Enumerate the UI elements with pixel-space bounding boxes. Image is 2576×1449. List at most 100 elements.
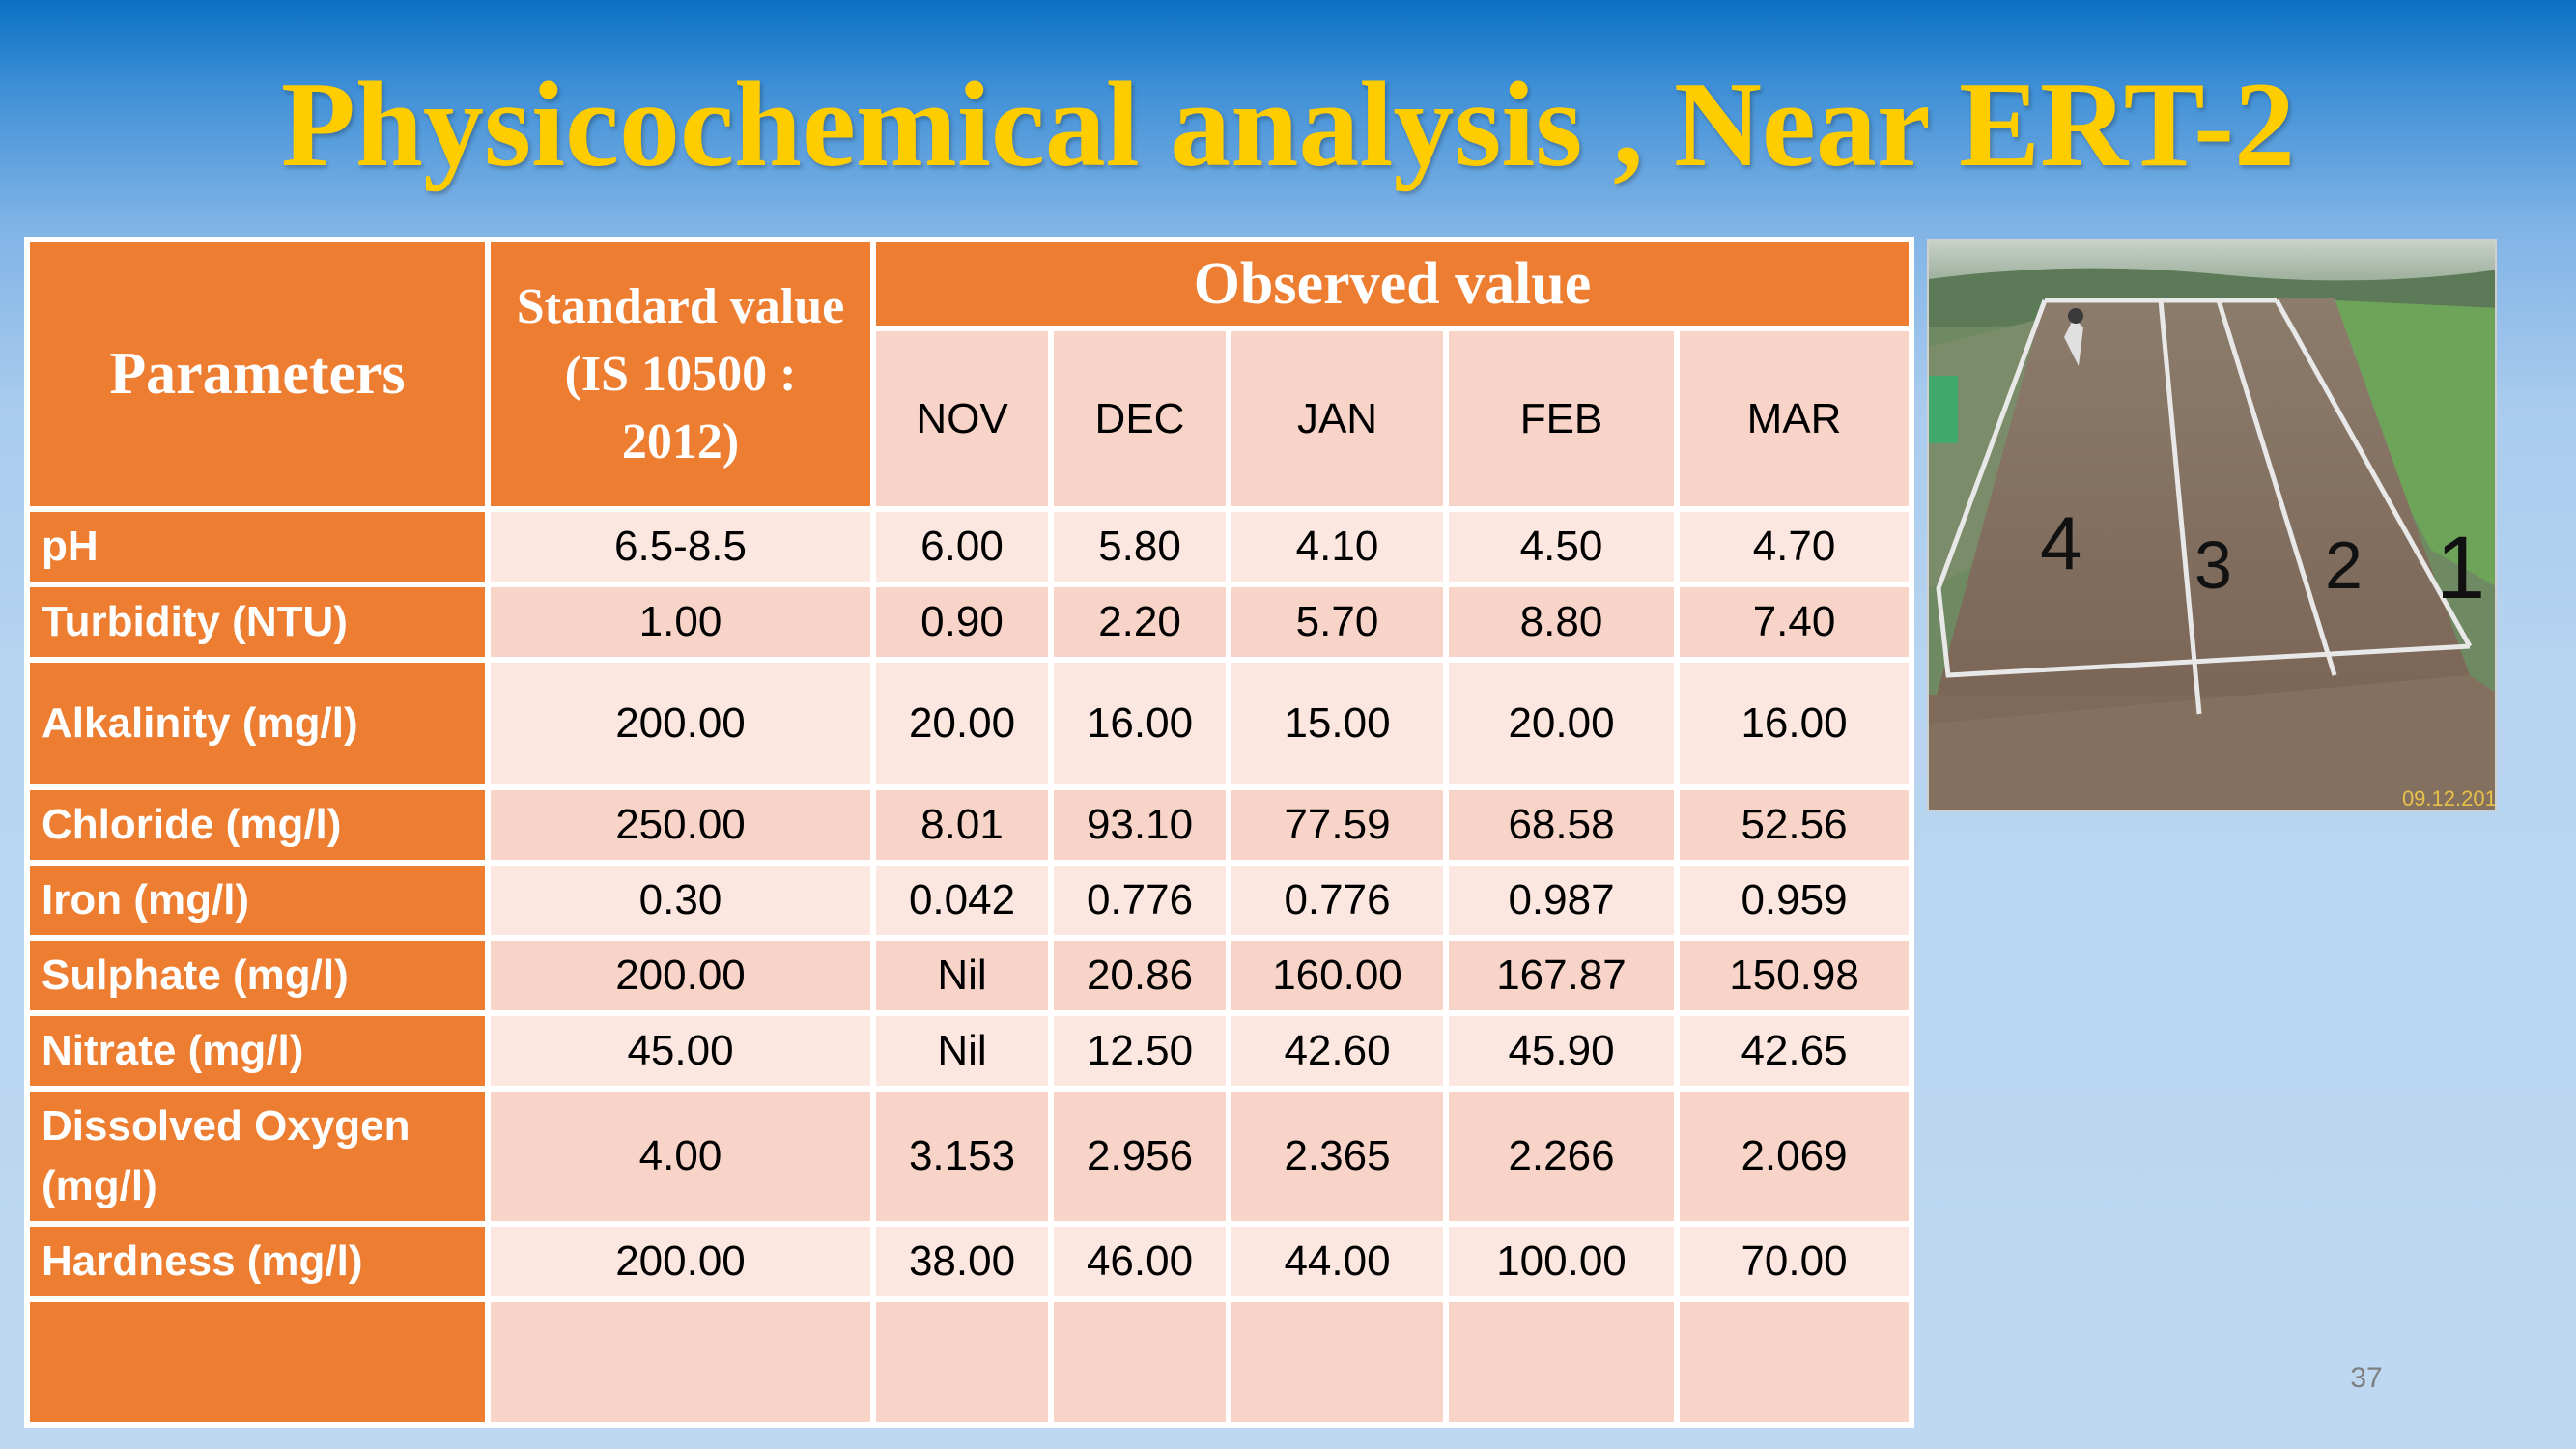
observed-value-cell-mar: 16.00 (1673, 657, 1915, 790)
table-row: pH 6.5-8.5 6.00 5.80 4.10 4.50 4.70 (24, 506, 1915, 587)
parameter-cell (24, 1296, 491, 1428)
observed-value-cell-nov: Nil (870, 935, 1054, 1016)
parameter-cell: Alkalinity (mg/l) (24, 657, 491, 790)
table-row: Iron (mg/l) 0.30 0.042 0.776 0.776 0.987 0.959 (24, 860, 1915, 941)
observed-value-cell-jan: 160.00 (1226, 935, 1449, 1016)
observed-value-cell-nov: 20.00 (870, 657, 1054, 790)
month-header-nov: NOV (870, 326, 1054, 512)
observed-value-cell-nov: 0.90 (870, 582, 1054, 663)
table-row: Nitrate (mg/l) 45.00 Nil 12.50 42.60 45.90 42.… (24, 1010, 1915, 1092)
parameter-cell: pH (24, 506, 491, 587)
photo-date-stamp: 09.12.2017 (2402, 786, 2497, 810)
observed-value-cell-feb: 2.266 (1443, 1086, 1680, 1227)
observed-value-cell-feb: 100.00 (1443, 1221, 1680, 1302)
observed-value-cell-dec: 2.20 (1048, 582, 1231, 663)
page-number: 37 (2350, 1362, 2383, 1394)
parameter-name-line: Chloride (mg/l) (42, 801, 342, 848)
table-row: Alkalinity (mg/l) 200.00 20.00 16.00 15.00 20… (24, 657, 1915, 790)
observed-value-cell-feb: 167.87 (1443, 935, 1680, 1016)
photo-plot-label-3: 3 (2194, 527, 2232, 603)
observed-value-cell-dec: 46.00 (1048, 1221, 1231, 1302)
observed-value-cell-jan: 15.00 (1226, 657, 1449, 790)
observed-value-cell-dec: 16.00 (1048, 657, 1231, 790)
observed-value-cell-nov: 0.042 (870, 860, 1054, 941)
standard-value-cell: 200.00 (485, 657, 876, 790)
observed-value-cell-jan: 4.10 (1226, 506, 1449, 587)
observed-value-cell-jan: 44.00 (1226, 1221, 1449, 1302)
parameter-cell: Hardness (mg/l) (24, 1221, 491, 1302)
observed-value-cell-dec: 20.86 (1048, 935, 1231, 1016)
photo-plot-label-1: 1 (2436, 519, 2485, 617)
parameter-name-line: Hardness (mg/l) (42, 1237, 363, 1285)
observed-value-cell-nov: 3.153 (870, 1086, 1054, 1227)
standard-value-cell: 6.5-8.5 (485, 506, 876, 587)
month-header-mar: MAR (1673, 326, 1915, 512)
observed-value-cell-mar: 2.069 (1673, 1086, 1915, 1227)
parameter-name-line: (mg/l) (42, 1162, 157, 1209)
observed-value-cell-feb: 45.90 (1443, 1010, 1680, 1092)
table-row: Turbidity (NTU) 1.00 0.90 2.20 5.70 8.80 7.40 (24, 582, 1915, 663)
standard-value-cell: 1.00 (485, 582, 876, 663)
observed-value-cell-nov: 6.00 (870, 506, 1054, 587)
table-row: Hardness (mg/l) 200.00 38.00 46.00 44.00 100.… (24, 1221, 1915, 1302)
standard-value-cell: 200.00 (485, 1221, 876, 1302)
observed-value-cell-jan: 42.60 (1226, 1010, 1449, 1092)
table-row: Chloride (mg/l) 250.00 8.01 93.10 77.59 68.58… (24, 784, 1915, 866)
table-row (24, 1296, 1915, 1428)
parameter-cell: Dissolved Oxygen (mg/l) (24, 1086, 491, 1227)
observed-value-cell-mar: 150.98 (1673, 935, 1915, 1016)
observed-value-cell-mar (1673, 1296, 1915, 1428)
observed-value-cell-nov: 8.01 (870, 784, 1054, 866)
observed-value-cell-mar: 7.40 (1673, 582, 1915, 663)
observed-value-cell-dec: 5.80 (1048, 506, 1231, 587)
parameter-name-line: Alkalinity (mg/l) (42, 699, 358, 747)
observed-value-cell-dec: 12.50 (1048, 1010, 1231, 1092)
observed-value-cell-nov: 38.00 (870, 1221, 1054, 1302)
observed-value-cell-feb: 0.987 (1443, 860, 1680, 941)
observed-value-cell-jan: 2.365 (1226, 1086, 1449, 1227)
observed-value-cell-feb: 8.80 (1443, 582, 1680, 663)
observed-value-cell-mar: 4.70 (1673, 506, 1915, 587)
observed-value-cell-dec: 2.956 (1048, 1086, 1231, 1227)
standard-value-cell: 45.00 (485, 1010, 876, 1092)
observed-value-cell-jan (1226, 1296, 1449, 1428)
standard-value-cell: 0.30 (485, 860, 876, 941)
observed-value-cell-mar: 0.959 (1673, 860, 1915, 941)
observed-value-cell-mar: 42.65 (1673, 1010, 1915, 1092)
standard-value-cell: 200.00 (485, 935, 876, 1016)
header-standard-line-3: 2012) (621, 413, 740, 469)
month-header-feb: FEB (1443, 326, 1680, 512)
observed-value-cell-jan: 77.59 (1226, 784, 1449, 866)
observed-value-cell-mar: 70.00 (1673, 1221, 1915, 1302)
parameter-cell: Sulphate (mg/l) (24, 935, 491, 1016)
table-row: Sulphate (mg/l) 200.00 Nil 20.86 160.00 167.8… (24, 935, 1915, 1016)
observed-value-cell-dec: 93.10 (1048, 784, 1231, 866)
observed-value-cell-dec (1048, 1296, 1231, 1428)
header-standard-line-1: Standard value (516, 278, 845, 334)
header-observed-value: Observed value (869, 237, 1915, 331)
photo-plot-label-4: 4 (2040, 500, 2081, 585)
parameter-name-line: pH (42, 523, 99, 570)
table-row: Dissolved Oxygen (mg/l) 4.00 3.153 2.956 2.36… (24, 1086, 1915, 1227)
observed-value-cell-dec: 0.776 (1048, 860, 1231, 941)
header-standard-value: Standard value (IS 10500 : 2012) (485, 237, 876, 512)
observed-value-cell-feb: 68.58 (1443, 784, 1680, 866)
observed-value-cell-nov: Nil (870, 1010, 1054, 1092)
parameter-cell: Nitrate (mg/l) (24, 1010, 491, 1092)
field-site-photo: 4 3 2 1 09.12.2017 (1927, 239, 2497, 811)
parameter-name-line: Nitrate (mg/l) (42, 1027, 304, 1074)
parameter-name-line: Sulphate (mg/l) (42, 952, 349, 999)
observed-value-cell-jan: 5.70 (1226, 582, 1449, 663)
parameter-name-line: Iron (mg/l) (42, 876, 250, 923)
physicochemical-table: Parameters Standard value (IS 10500 : 20… (24, 237, 1915, 1428)
month-header-dec: DEC (1048, 326, 1231, 512)
header-standard-line-2: (IS 10500 : (564, 346, 797, 402)
photo-plot-label-2: 2 (2325, 527, 2363, 603)
observed-value-cell-feb: 4.50 (1443, 506, 1680, 587)
observed-value-cell-nov (870, 1296, 1054, 1428)
observed-value-cell-mar: 52.56 (1673, 784, 1915, 866)
parameter-cell: Turbidity (NTU) (24, 582, 491, 663)
standard-value-cell (485, 1296, 876, 1428)
standard-value-cell: 4.00 (485, 1086, 876, 1227)
observed-value-cell-feb: 20.00 (1443, 657, 1680, 790)
